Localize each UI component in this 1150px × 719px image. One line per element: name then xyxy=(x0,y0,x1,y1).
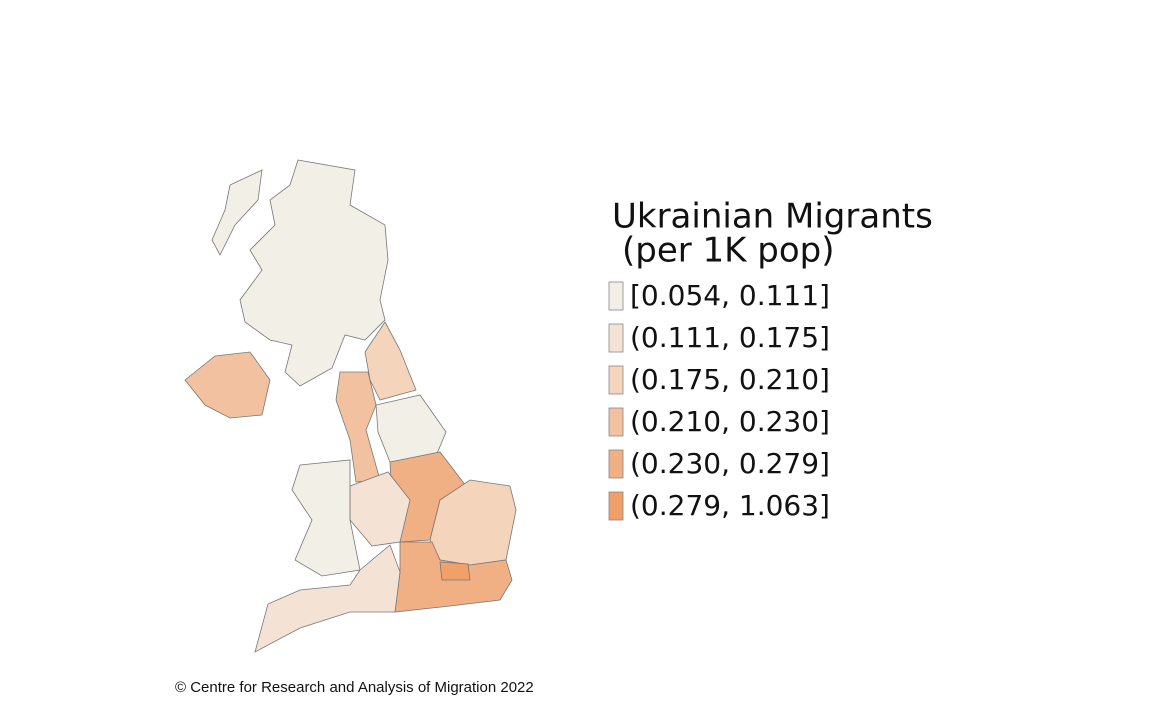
region-islands xyxy=(211,169,263,256)
legend-swatch xyxy=(608,407,624,437)
legend-swatch xyxy=(608,323,624,353)
region-south-west xyxy=(254,544,401,653)
map xyxy=(184,159,517,653)
legend-swatch xyxy=(608,365,624,395)
legend-label: (0.230, 0.279] xyxy=(630,447,830,480)
legend-title: (per 1K pop) xyxy=(622,231,835,271)
region-yorkshire xyxy=(375,394,447,463)
region-wales xyxy=(291,459,361,577)
legend-label: (0.210, 0.230] xyxy=(630,405,830,438)
legend-label: (0.279, 1.063] xyxy=(630,489,830,522)
legend-swatch xyxy=(608,491,624,521)
legend: [0.054, 0.111] (0.111, 0.175] (0.175, 0.21… xyxy=(608,279,830,522)
legend-title: Ukrainian Migrants xyxy=(612,197,933,237)
region-northern-ireland xyxy=(184,351,271,419)
legend-label: (0.111, 0.175] xyxy=(630,321,830,354)
credit: © Centre for Research and Analysis of Mi… xyxy=(175,679,534,696)
region-scotland xyxy=(239,159,389,387)
legend-swatch xyxy=(608,449,624,479)
legend-label: (0.175, 0.210] xyxy=(630,363,830,396)
region-north-east xyxy=(364,321,417,401)
region-london xyxy=(439,561,471,581)
legend-label: [0.054, 0.111] xyxy=(630,279,830,312)
legend-swatch xyxy=(608,281,624,311)
